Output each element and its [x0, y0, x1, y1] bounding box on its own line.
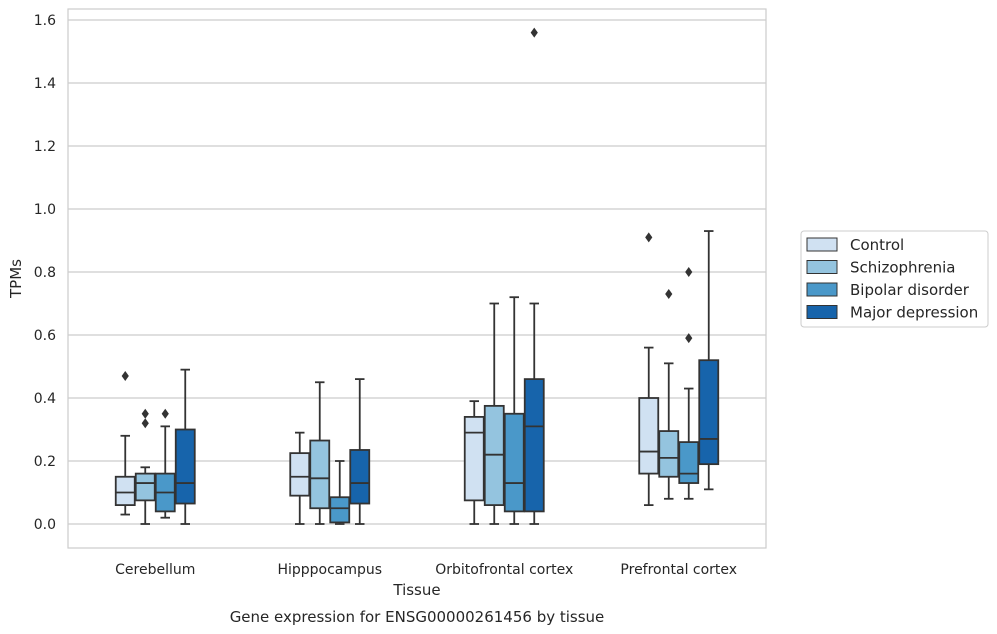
outlier-point	[645, 232, 653, 243]
box	[483, 302, 505, 525]
y-tick-label: 1.2	[34, 139, 56, 155]
x-tick-label: Hipppocampus	[277, 562, 382, 578]
outlier-point	[121, 370, 129, 381]
y-tick-label: 0.4	[34, 391, 56, 407]
series-major-depression	[174, 27, 720, 525]
box-body	[658, 430, 680, 478]
box-body	[523, 378, 545, 513]
box-body	[309, 439, 331, 510]
box	[503, 296, 525, 525]
legend-label: Control	[850, 236, 904, 254]
box	[329, 460, 351, 525]
x-tick-label: Prefrontal cortex	[620, 562, 737, 578]
y-tick-label: 1.0	[34, 202, 56, 218]
legend-label: Schizophrenia	[850, 259, 955, 277]
y-axis-title: TPMs	[7, 259, 25, 299]
box	[289, 431, 311, 525]
x-tick-label: Orbitofrontal cortex	[435, 562, 573, 578]
outlier-point	[685, 267, 693, 277]
box	[309, 381, 331, 525]
legend-swatch	[806, 305, 838, 319]
box	[698, 230, 720, 491]
outlier-point	[161, 408, 169, 419]
chart-title: Gene expression for ENSG00000261456 by t…	[230, 608, 605, 626]
outlier-point	[665, 289, 673, 300]
box-series	[114, 27, 720, 525]
box-body	[698, 359, 720, 466]
y-tick-label: 0.6	[34, 328, 56, 344]
y-tick-label: 1.4	[34, 76, 56, 92]
box-body	[638, 397, 660, 475]
outlier-point	[141, 418, 149, 429]
box-body	[289, 452, 311, 497]
legend-swatch	[806, 282, 838, 297]
box	[658, 289, 680, 500]
box	[154, 408, 176, 519]
legend: Control Schizophrenia Bipolar disorder Majo…	[800, 230, 989, 328]
series-schizophrenia	[134, 289, 680, 525]
legend-swatch	[806, 260, 838, 274]
box-body	[503, 412, 525, 513]
box	[678, 267, 700, 500]
box-body	[134, 472, 156, 502]
box	[523, 27, 545, 525]
legend-frame	[800, 230, 989, 328]
box-body	[329, 496, 351, 524]
box-body	[349, 449, 371, 505]
box-body	[174, 428, 196, 505]
outlier-point	[141, 408, 149, 419]
box	[463, 400, 485, 525]
series-control	[114, 232, 660, 525]
y-tick-labels: 0.0 0.2 0.4 0.6 0.8 1.0 1.2 1.4 1.6	[34, 13, 56, 533]
x-axis-title: Tissue	[392, 581, 440, 599]
y-tick-label: 0.2	[34, 454, 56, 470]
box	[349, 378, 371, 525]
legend-label: Bipolar disorder	[850, 281, 970, 299]
x-tick-label: Cerebellum	[115, 562, 195, 578]
legend-label: Major depression	[850, 304, 978, 322]
box	[114, 370, 136, 516]
series-bipolar-disorder	[154, 267, 700, 525]
box-body	[114, 475, 136, 507]
y-tick-label: 0.8	[34, 265, 56, 281]
y-tick-label: 0.0	[34, 517, 56, 533]
box	[638, 232, 660, 507]
outlier-point	[685, 333, 693, 344]
box-body	[463, 415, 485, 502]
box	[134, 408, 156, 525]
box	[174, 368, 196, 525]
x-tick-labels: Cerebellum Hipppocampus Orbitofrontal cort…	[115, 562, 737, 578]
box-body	[678, 441, 700, 484]
legend-swatch	[806, 237, 838, 252]
y-tick-label: 1.6	[34, 13, 56, 29]
plot-frame	[67, 8, 767, 549]
outlier-point	[530, 27, 538, 38]
